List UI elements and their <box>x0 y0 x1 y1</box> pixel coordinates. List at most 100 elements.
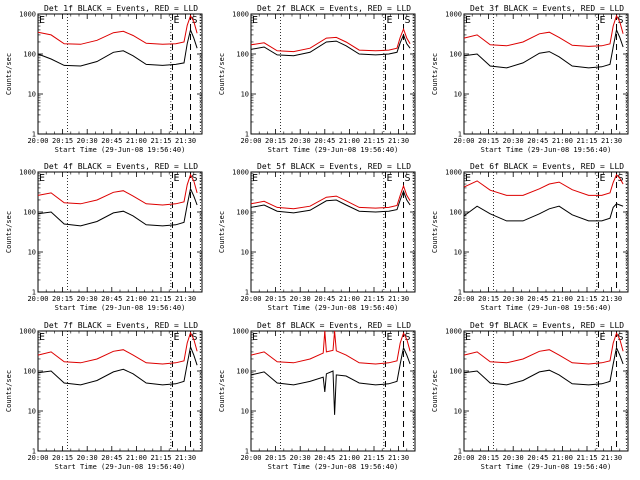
x-tick-label: 21:15 <box>576 454 597 462</box>
y-tick-label: 1000 <box>445 169 462 177</box>
events-series-line <box>250 346 411 415</box>
x-axis-label: Start Time (29-Jun-08 19:56:40) <box>268 304 399 312</box>
event-marker-label: E <box>465 15 471 26</box>
y-tick-label: 100 <box>236 368 249 376</box>
y-tick-label: 1000 <box>19 328 36 336</box>
x-axis-label: Start Time (29-Jun-08 19:56:40) <box>55 146 186 154</box>
x-tick-label: 20:00 <box>27 137 48 145</box>
plot-frame <box>463 171 629 293</box>
y-tick-label: 1 <box>32 448 36 456</box>
y-tick-label: 1000 <box>232 169 249 177</box>
x-tick-label: 21:15 <box>363 137 384 145</box>
x-tick-label: 21:00 <box>552 295 573 303</box>
y-axis-label: Counts/sec <box>431 53 439 95</box>
y-axis-label: Counts/sec <box>218 53 226 95</box>
y-tick-label: 1000 <box>19 169 36 177</box>
x-tick-label: 21:30 <box>601 454 622 462</box>
y-tick-label: 1 <box>245 131 249 139</box>
y-tick-label: 1000 <box>445 11 462 19</box>
y-tick-label: 1 <box>245 448 249 456</box>
y-axis-label: Counts/sec <box>5 370 13 412</box>
x-tick-label: 20:45 <box>101 137 122 145</box>
x-tick-label: 20:30 <box>503 454 524 462</box>
events-series-line <box>250 189 411 214</box>
y-tick-label: 1000 <box>19 11 36 19</box>
x-tick-label: 20:30 <box>290 295 311 303</box>
x-tick-label: 20:15 <box>478 295 499 303</box>
x-tick-label: 21:15 <box>576 295 597 303</box>
x-tick-label: 21:00 <box>339 137 360 145</box>
x-tick-label: 21:00 <box>126 295 147 303</box>
lld-series-line <box>463 14 624 47</box>
event-marker-label: E <box>386 15 392 26</box>
lld-series-line <box>250 184 411 210</box>
panel-4: Det 4f BLACK = Events, RED = LLD 1 10 100 10… <box>5 162 203 312</box>
y-tick-label: 10 <box>28 249 36 257</box>
x-tick-label: 21:00 <box>126 137 147 145</box>
x-tick-label: 20:15 <box>265 454 286 462</box>
x-axis-label: Start Time (29-Jun-08 19:56:40) <box>268 463 399 471</box>
event-marker-label: E <box>465 173 471 184</box>
y-tick-label: 1000 <box>232 11 249 19</box>
x-tick-label: 21:30 <box>175 295 196 303</box>
event-marker-label: E <box>599 332 605 343</box>
y-axis-label: Counts/sec <box>5 53 13 95</box>
x-tick-label: 20:15 <box>52 137 73 145</box>
x-tick-label: 21:00 <box>552 137 573 145</box>
y-tick-label: 10 <box>241 249 249 257</box>
y-tick-label: 100 <box>449 209 462 217</box>
lld-series-line <box>250 27 411 53</box>
x-tick-label: 20:15 <box>265 137 286 145</box>
y-axis-label: Counts/sec <box>218 211 226 253</box>
lld-series-line <box>37 331 198 365</box>
x-tick-label: 20:45 <box>314 295 335 303</box>
x-axis-label: Start Time (29-Jun-08 19:56:40) <box>55 304 186 312</box>
plot-frame <box>250 13 416 135</box>
x-tick-label: 20:45 <box>101 295 122 303</box>
x-tick-label: 21:15 <box>576 137 597 145</box>
x-tick-label: 21:00 <box>552 454 573 462</box>
y-axis-label: Counts/sec <box>431 370 439 412</box>
x-tick-label: 21:15 <box>150 295 171 303</box>
panel-title: Det 6f BLACK = Events, RED = LLD <box>470 162 624 171</box>
x-tick-label: 20:00 <box>453 454 474 462</box>
event-marker-label: S <box>405 332 411 343</box>
y-tick-label: 1000 <box>445 328 462 336</box>
x-tick-label: 20:45 <box>314 454 335 462</box>
event-marker-label: E <box>252 332 258 343</box>
x-tick-label: 21:30 <box>175 454 196 462</box>
event-marker-label: E <box>599 173 605 184</box>
plot-frame <box>250 171 416 293</box>
x-tick-label: 20:00 <box>240 137 261 145</box>
y-axis-label: Counts/sec <box>5 211 13 253</box>
x-tick-label: 21:30 <box>601 295 622 303</box>
plot-frame <box>37 330 203 452</box>
lld-series-line <box>250 330 411 365</box>
panel-7: Det 7f BLACK = Events, RED = LLD 1 10 100 10… <box>5 321 203 471</box>
event-marker-label: S <box>405 173 411 184</box>
event-marker-label: S <box>192 15 198 26</box>
y-tick-label: 1 <box>32 289 36 297</box>
x-tick-label: 20:30 <box>503 295 524 303</box>
x-axis-label: Start Time (29-Jun-08 19:56:40) <box>55 463 186 471</box>
panel-title: Det 5f BLACK = Events, RED = LLD <box>257 162 411 171</box>
y-tick-label: 100 <box>23 209 36 217</box>
event-marker-label: E <box>465 332 471 343</box>
x-tick-label: 20:15 <box>478 454 499 462</box>
x-tick-label: 20:45 <box>101 454 122 462</box>
x-axis-label: Start Time (29-Jun-08 19:56:40) <box>481 146 612 154</box>
x-tick-label: 21:15 <box>150 137 171 145</box>
panel-5: Det 5f BLACK = Events, RED = LLD 1 10 100 10… <box>218 162 416 312</box>
x-tick-label: 20:30 <box>290 137 311 145</box>
y-axis-label: Counts/sec <box>431 211 439 253</box>
x-tick-label: 20:45 <box>527 454 548 462</box>
x-tick-label: 20:15 <box>265 295 286 303</box>
event-marker-label: E <box>252 173 258 184</box>
x-tick-label: 21:30 <box>388 137 409 145</box>
panel-title: Det 7f BLACK = Events, RED = LLD <box>44 321 198 330</box>
x-tick-label: 20:15 <box>52 295 73 303</box>
y-tick-label: 10 <box>454 249 462 257</box>
event-marker-label: E <box>386 332 392 343</box>
panel-title: Det 4f BLACK = Events, RED = LLD <box>44 162 198 171</box>
events-series-line <box>37 187 198 227</box>
